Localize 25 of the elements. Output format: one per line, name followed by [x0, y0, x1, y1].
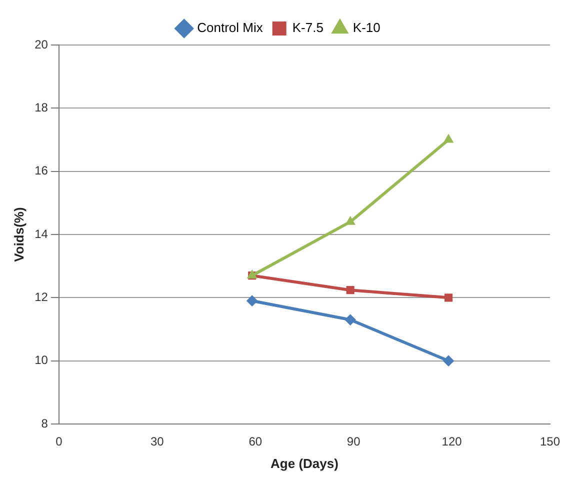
x-tick-label: 30	[150, 434, 164, 449]
point	[346, 286, 354, 294]
x-tick-label: 120	[442, 434, 462, 449]
x-tick-label: 150	[540, 434, 560, 449]
y-tick-label: 12	[34, 290, 48, 304]
point	[444, 294, 453, 302]
legend-label: K-10	[352, 20, 380, 36]
y-tick-label: 20	[34, 37, 48, 52]
legend-label: Control Mix	[197, 20, 264, 36]
x-tick-label: 0	[56, 434, 63, 449]
y-tick-label: 16	[34, 164, 48, 178]
point	[444, 134, 454, 143]
x-axis-title: Age (Days)	[270, 456, 338, 471]
x-tick-label: 60	[248, 434, 262, 449]
y-tick-label: 8	[41, 416, 48, 430]
point	[345, 216, 356, 225]
point	[344, 314, 356, 326]
x-tick-label: 90	[346, 434, 361, 449]
y-axis-title: Voids(%)	[11, 207, 26, 262]
y-tick-label: 14	[34, 226, 48, 241]
y-tick-label: 18	[34, 100, 48, 114]
legend-label: K-7.5	[292, 20, 324, 36]
point	[246, 295, 258, 306]
point	[443, 355, 454, 366]
y-tick-label: 10	[34, 353, 48, 368]
